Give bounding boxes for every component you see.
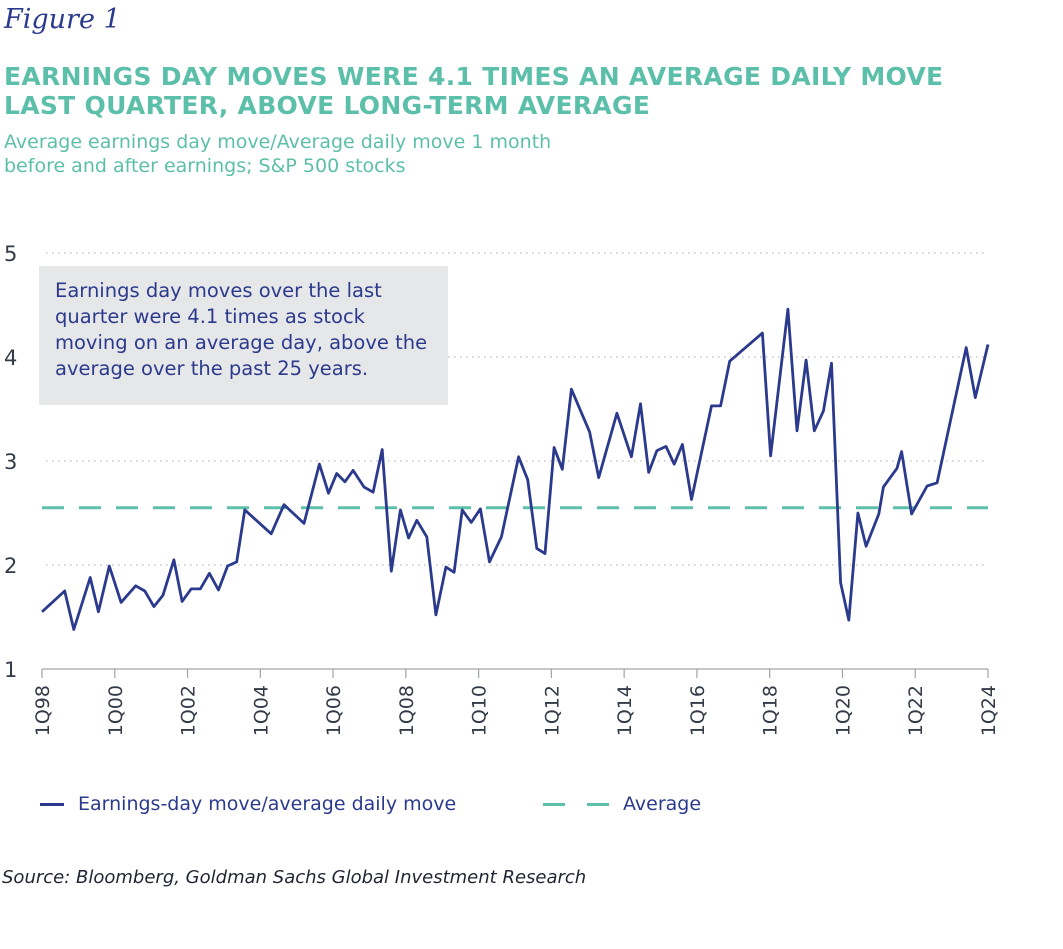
legend-item-series: Earnings-day move/average daily move [40,793,456,815]
x-tick-label: 1Q20 [832,685,854,736]
legend-label-average: Average [623,793,702,815]
legend-label-series: Earnings-day move/average daily move [78,793,457,815]
legend-solid-line-icon [40,802,64,806]
y-tick-label: 3 [4,450,17,474]
series-layer [41,307,990,631]
x-tick-label: 1Q18 [760,685,782,736]
x-tick-label: 1Q00 [105,685,127,736]
subtitle-line-2: before and after earnings; S&P 500 stock… [4,155,406,177]
x-tick-label: 1Q06 [323,685,345,736]
figure-label: Figure 1 [4,4,121,35]
x-tick-label: 1Q08 [396,685,418,736]
chart-title: EARNINGS DAY MOVES WERE 4.1 TIMES AN AVE… [4,62,944,120]
legend-item-average: Average [543,793,701,815]
y-tick-label: 1 [4,658,17,682]
y-tick-label: 5 [4,242,17,266]
x-tick-label: 1Q98 [32,685,54,736]
subtitle-line-1: Average earnings day move/Average daily … [4,131,552,153]
x-tick-label: 1Q10 [469,685,491,736]
legend-dashed-line-icon [543,802,609,806]
chart-subtitle: Average earnings day move/Average daily … [4,130,704,178]
series-line [41,307,990,631]
x-tick-label: 1Q04 [250,685,272,736]
x-tick-label: 1Q22 [905,685,927,736]
source-note: Source: Bloomberg, Goldman Sachs Global … [2,867,587,888]
x-axis: 1Q98 1Q00 1Q02 1Q04 1Q06 1Q08 1Q10 1Q12 1Q14 1Q16… [32,668,1000,736]
y-tick-label: 2 [4,554,17,578]
annotation-box: Earnings day moves over the last quarter… [39,266,448,405]
x-tick-label: 1Q16 [687,685,709,736]
x-tick-label: 1Q24 [978,685,1000,736]
x-tick-label: 1Q14 [614,685,636,736]
y-tick-label: 4 [4,346,17,370]
x-tick-label: 1Q12 [541,685,563,736]
y-axis: 1 2 3 4 5 [4,242,17,682]
x-tick-label: 1Q02 [178,685,200,736]
